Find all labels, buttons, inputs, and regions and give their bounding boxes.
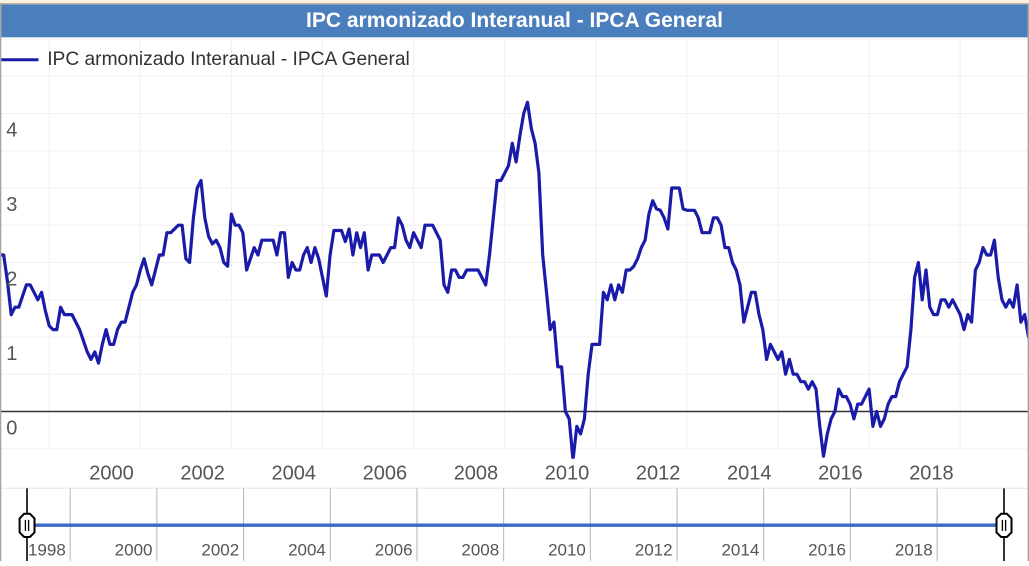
svg-text:2018: 2018 bbox=[895, 541, 933, 560]
svg-text:2010: 2010 bbox=[545, 463, 590, 485]
svg-text:2000: 2000 bbox=[89, 463, 134, 485]
svg-text:2012: 2012 bbox=[635, 541, 673, 560]
svg-text:2010: 2010 bbox=[548, 541, 586, 560]
svg-text:1998: 1998 bbox=[28, 541, 66, 560]
svg-text:2008: 2008 bbox=[454, 463, 499, 485]
svg-text:2004: 2004 bbox=[288, 541, 326, 560]
svg-text:2000: 2000 bbox=[115, 541, 153, 560]
svg-text:IPC armonizado Interanual - IP: IPC armonizado Interanual - IPCA General bbox=[47, 49, 410, 70]
svg-text:2018: 2018 bbox=[909, 463, 954, 485]
svg-text:IPC armonizado Interanual - IP: IPC armonizado Interanual - IPCA General bbox=[306, 9, 723, 32]
svg-text:2006: 2006 bbox=[363, 463, 408, 485]
svg-text:2014: 2014 bbox=[727, 463, 772, 485]
svg-text:2006: 2006 bbox=[375, 541, 413, 560]
svg-text:3: 3 bbox=[6, 194, 17, 216]
svg-text:2: 2 bbox=[6, 268, 17, 290]
svg-text:4: 4 bbox=[6, 119, 17, 141]
svg-text:2016: 2016 bbox=[808, 541, 846, 560]
svg-text:2004: 2004 bbox=[272, 463, 317, 485]
svg-text:1: 1 bbox=[6, 343, 17, 365]
svg-text:2014: 2014 bbox=[721, 541, 759, 560]
svg-text:2012: 2012 bbox=[636, 463, 681, 485]
svg-text:2016: 2016 bbox=[818, 463, 863, 485]
svg-text:2008: 2008 bbox=[461, 541, 499, 560]
svg-text:2002: 2002 bbox=[201, 541, 239, 560]
svg-text:2002: 2002 bbox=[180, 463, 225, 485]
svg-text:0: 0 bbox=[6, 417, 17, 439]
